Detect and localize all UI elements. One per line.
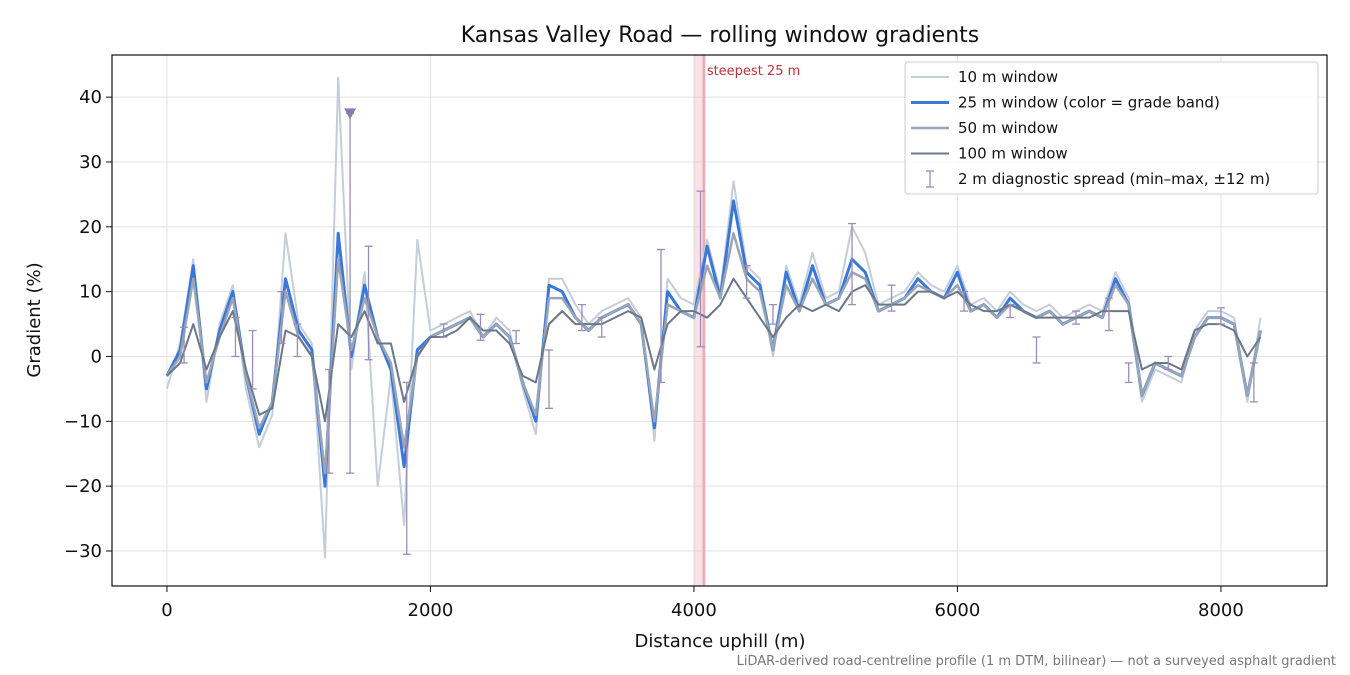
legend-label: 50 m window (958, 119, 1058, 137)
legend-label: 25 m window (color = grade band) (958, 94, 1220, 112)
x-tick-label: 4000 (671, 600, 717, 621)
x-tick-label: 6000 (935, 600, 981, 621)
footnote: LiDAR-derived road-centreline profile (1… (737, 654, 1336, 669)
error-bar (597, 316, 606, 338)
series-line (165, 76, 1262, 559)
error-bar (439, 323, 448, 338)
plot-area (112, 55, 1327, 586)
error-bar (476, 313, 485, 341)
error-bar (1164, 355, 1173, 371)
error-bar (577, 303, 586, 332)
x-tick-label: 2000 (408, 600, 454, 621)
error-bar (1032, 336, 1041, 364)
error-bar (696, 190, 705, 348)
error-bar (512, 329, 521, 345)
legend-label: 10 m window (958, 68, 1058, 86)
x-axis-label: Distance uphill (m) (635, 631, 806, 652)
error-bar (768, 303, 777, 325)
error-bar (231, 316, 240, 358)
series-line (166, 277, 1262, 423)
error-bar (1104, 297, 1113, 332)
error-bar (848, 222, 857, 306)
error-bar (545, 349, 554, 410)
error-bar (1072, 310, 1081, 325)
y-tick-label: 20 (79, 217, 102, 238)
highlight-band (693, 55, 706, 586)
legend-label: 2 m diagnostic spread (min–max, ±12 m) (958, 170, 1270, 188)
y-tick-label: 10 (79, 282, 102, 303)
error-bar (402, 381, 411, 555)
error-bar (1216, 307, 1225, 325)
x-tick-label: 8000 (1198, 600, 1244, 621)
error-bar (742, 265, 751, 299)
error-bar (324, 368, 333, 474)
y-tick-label: 30 (79, 152, 102, 173)
axes-frame (111, 54, 1328, 587)
chart-title: Kansas Valley Road — rolling window grad… (461, 23, 980, 48)
y-tick-label: −10 (64, 411, 102, 432)
error-bar (1006, 303, 1015, 319)
x-tick-label: 0 (161, 600, 172, 621)
legend-box (904, 61, 1319, 195)
error-bar (248, 329, 257, 390)
error-bar (657, 248, 666, 384)
highlight-label: steepest 25 m (707, 64, 800, 79)
error-bar (1249, 362, 1258, 403)
error-bar (1124, 362, 1133, 384)
error-bar (180, 326, 189, 364)
legend: 10 m window 25 m window (color = grade ba… (904, 61, 1319, 195)
y-tick-label: −20 (64, 476, 102, 497)
y-tick-label: 40 (79, 87, 102, 108)
error-bar (960, 290, 969, 312)
y-tick-label: −30 (64, 541, 102, 562)
legend-label: 100 m window (958, 145, 1068, 163)
y-tick-label: 0 (91, 346, 102, 367)
error-bar (277, 290, 286, 345)
y-axis-label: Gradient (%) (24, 262, 45, 377)
error-bar (293, 323, 302, 358)
error-bar (887, 284, 896, 312)
error-bar (364, 245, 373, 361)
clipped-marker (344, 108, 357, 120)
